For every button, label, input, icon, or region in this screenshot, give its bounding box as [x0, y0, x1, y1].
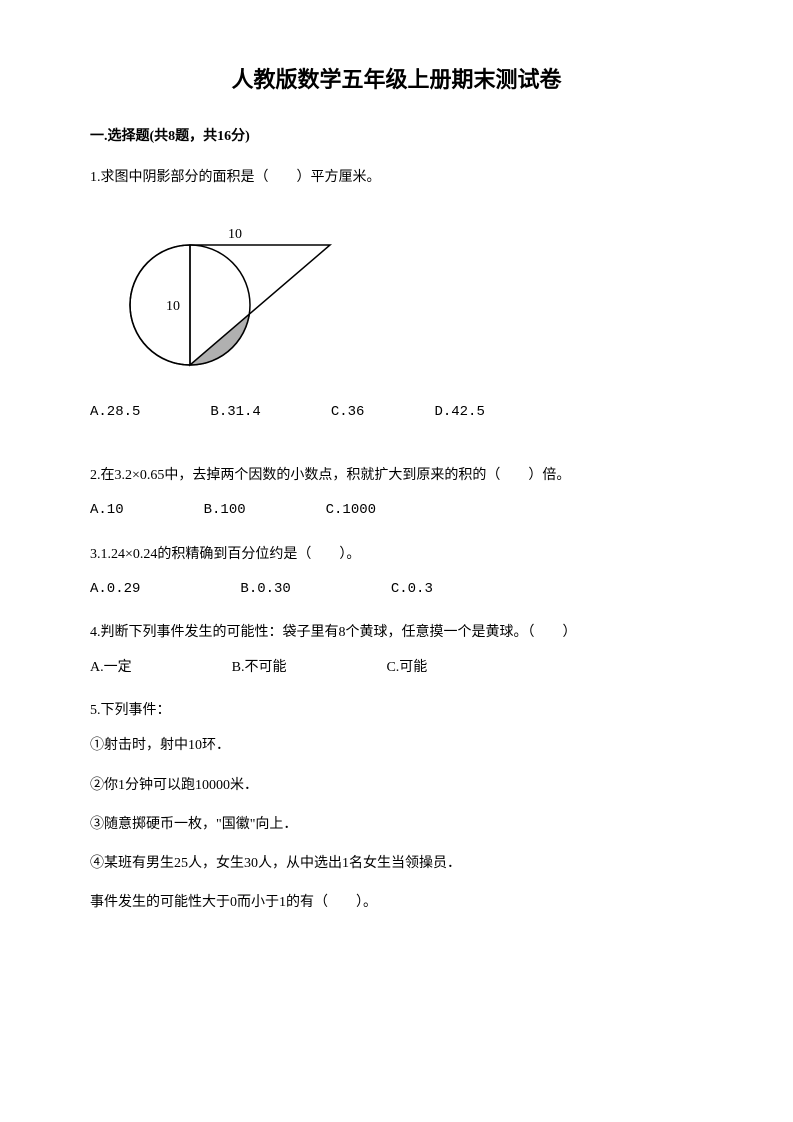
q3-optC: C.0.3	[391, 577, 433, 602]
q2-optA: A.10	[90, 498, 124, 523]
q1-optD: D.42.5	[434, 400, 484, 425]
label-left: 10	[166, 299, 180, 314]
q1-options: A.28.5 B.31.4 C.36 D.42.5	[90, 400, 703, 425]
q5-item4: ④某班有男生25人，女生30人，从中选出1名女生当领操员．	[90, 851, 703, 876]
q5-item5: 事件发生的可能性大于0而小于1的有（ ）。	[90, 890, 703, 915]
q2-optC: C.1000	[326, 498, 376, 523]
q3-options: A.0.29 B.0.30 C.0.3	[90, 577, 703, 602]
q5-item2: ②你1分钟可以跑10000米．	[90, 773, 703, 798]
q5-item3: ③随意掷硬币一枚，"国徽"向上．	[90, 812, 703, 837]
q5-item1: ①射击时，射中10环．	[90, 733, 703, 758]
q3-optB: B.0.30	[240, 577, 290, 602]
q1-optB: B.31.4	[210, 400, 260, 425]
page-title: 人教版数学五年级上册期末测试卷	[90, 60, 703, 100]
question-3: 3.1.24×0.24的积精确到百分位约是（ ）。 A.0.29 B.0.30 …	[90, 542, 703, 602]
question-1: 1.求图中阴影部分的面积是（ ）平方厘米。	[90, 165, 703, 425]
q1-text: 1.求图中阴影部分的面积是（ ）平方厘米。	[90, 165, 703, 190]
section-header: 一.选择题(共8题，共16分)	[90, 124, 703, 149]
question-4: 4.判断下列事件发生的可能性：袋子里有8个黄球，任意摸一个是黄球。（ ） A.一…	[90, 620, 703, 680]
q4-optA: A.一定	[90, 655, 132, 680]
question-2: 2.在3.2×0.65中，去掉两个因数的小数点，积就扩大到原来的积的（ ）倍。 …	[90, 463, 703, 523]
q2-optB: B.100	[204, 498, 246, 523]
label-top: 10	[228, 227, 242, 242]
question-5: 5.下列事件： ①射击时，射中10环． ②你1分钟可以跑10000米． ③随意掷…	[90, 698, 703, 915]
q1-optC: C.36	[331, 400, 365, 425]
q4-optB: B.不可能	[232, 655, 287, 680]
circle-triangle-diagram: 10 10	[120, 210, 380, 380]
q3-text: 3.1.24×0.24的积精确到百分位约是（ ）。	[90, 542, 703, 567]
q3-optA: A.0.29	[90, 577, 140, 602]
q5-text: 5.下列事件：	[90, 698, 703, 723]
q1-diagram: 10 10	[120, 210, 380, 370]
q2-options: A.10 B.100 C.1000	[90, 498, 703, 523]
q2-text: 2.在3.2×0.65中，去掉两个因数的小数点，积就扩大到原来的积的（ ）倍。	[90, 463, 703, 488]
q4-options: A.一定 B.不可能 C.可能	[90, 655, 703, 680]
q1-optA: A.28.5	[90, 400, 140, 425]
q4-optC: C.可能	[386, 655, 427, 680]
q4-text: 4.判断下列事件发生的可能性：袋子里有8个黄球，任意摸一个是黄球。（ ）	[90, 620, 703, 645]
